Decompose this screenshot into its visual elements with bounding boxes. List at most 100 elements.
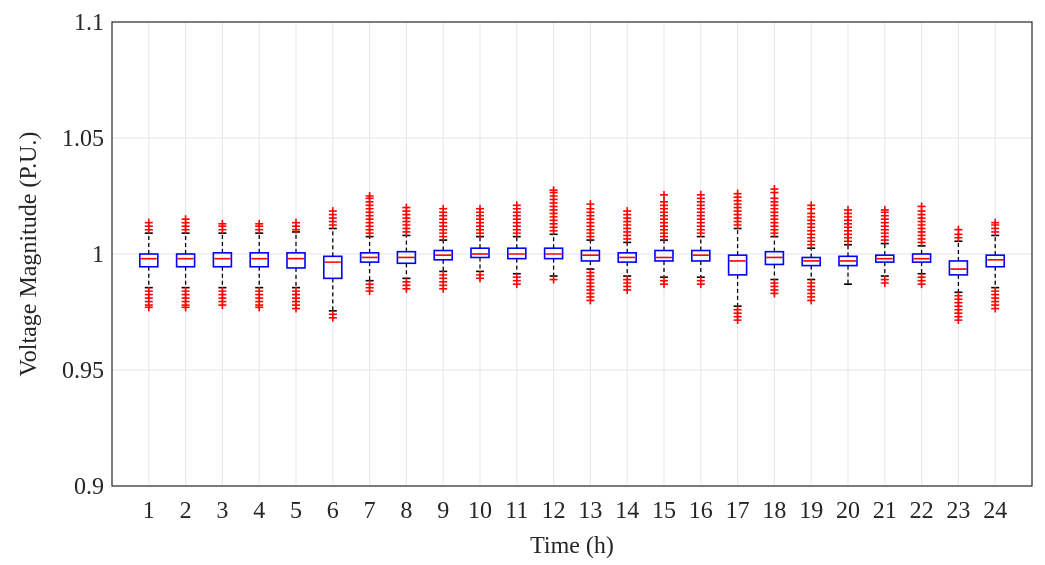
iqr-box (322, 255, 343, 280)
x-tick-label: 16 (689, 498, 713, 524)
x-tick-label: 3 (216, 498, 228, 524)
outlier-marker (328, 207, 337, 216)
iqr-box (911, 253, 932, 263)
outlier-marker (218, 301, 227, 310)
iqr-box (838, 255, 858, 267)
outlier-marker (954, 225, 963, 234)
outlier-marker (255, 303, 264, 312)
y-tick-label: 0.9 (74, 474, 104, 500)
outlier-marker (660, 197, 668, 206)
iqr-box (654, 249, 674, 262)
y-tick-labels: 0.9 0.95 1 1.05 1.1 (62, 10, 104, 500)
iqr-box (139, 253, 159, 268)
x-tick-label: 13 (578, 498, 602, 524)
x-tick-labels: 1 2 3 4 5 6 7 8 9 10 11 12 13 14 15 16 17 18 19 20 21 22 23 24 (143, 498, 1007, 524)
box-hour-8 (396, 203, 417, 293)
x-tick-label: 9 (437, 498, 449, 524)
iqr-box (764, 250, 785, 266)
outlier-marker (439, 284, 448, 293)
iqr-box (286, 252, 306, 269)
outlier-marker (880, 279, 889, 287)
outlier-marker (917, 280, 926, 289)
outlier-marker (365, 192, 374, 200)
box-hour-1 (139, 218, 159, 312)
x-axis-title: Time (h) (530, 533, 614, 559)
iqr-box (359, 252, 380, 263)
iqr-box (506, 247, 527, 260)
box-hour-16 (690, 190, 711, 289)
x-tick-label: 7 (364, 498, 376, 524)
outlier-marker (255, 219, 264, 228)
outlier-marker (586, 200, 595, 209)
iqr-box (727, 254, 748, 276)
plot-frame (111, 21, 1033, 487)
iqr-box (617, 252, 638, 263)
outlier-marker (623, 285, 632, 294)
box-hour-6 (322, 207, 343, 322)
box-hour-21 (874, 205, 895, 287)
iqr-box (948, 260, 969, 276)
box-hour-7 (359, 192, 380, 296)
iqr-box (470, 247, 490, 259)
box-hour-10 (470, 204, 490, 283)
x-tick-label: 5 (290, 498, 302, 524)
outlier-marker (660, 190, 668, 199)
x-tick-label: 23 (946, 498, 970, 524)
outlier-marker (144, 303, 153, 312)
outlier-marker (512, 280, 521, 289)
iqr-box (801, 256, 822, 267)
outlier-marker (770, 289, 779, 298)
box-hour-11 (506, 201, 527, 289)
x-tick-label: 1 (143, 498, 155, 524)
outlier-marker (218, 219, 227, 228)
outlier-marker (586, 296, 595, 305)
x-tick-label: 22 (910, 498, 934, 524)
iqr-box (543, 247, 564, 260)
outlier-marker (660, 280, 668, 289)
outlier-marker (991, 218, 1000, 227)
x-tick-label: 6 (327, 498, 339, 524)
outlier-marker (696, 280, 705, 289)
outlier-marker (917, 202, 926, 211)
outlier-marker (549, 275, 558, 284)
box-hour-13 (580, 200, 601, 305)
box-hour-15 (654, 190, 674, 289)
x-tick-label: 21 (873, 498, 897, 524)
box-hour-5 (286, 218, 306, 313)
outlier-marker (181, 215, 190, 224)
x-tick-label: 12 (542, 498, 566, 524)
box-hour-22 (911, 202, 932, 289)
box-hour-17 (727, 189, 748, 325)
box-hour-19 (801, 201, 822, 305)
iqr-box (874, 254, 895, 263)
box-hour-24 (985, 218, 1006, 313)
outlier-marker (402, 203, 411, 212)
outlier-marker (402, 284, 411, 293)
outlier-marker (181, 303, 190, 312)
outlier-marker (292, 304, 300, 313)
outlier-marker (807, 201, 816, 210)
box-hour-3 (212, 219, 233, 310)
x-tick-label: 11 (505, 498, 528, 524)
outlier-marker (328, 313, 337, 322)
outlier-marker (954, 316, 963, 325)
outlier-marker (144, 218, 153, 227)
outlier-marker (439, 204, 448, 213)
x-tick-label: 14 (615, 498, 639, 524)
iqr-box (433, 249, 454, 261)
outlier-marker (476, 204, 484, 213)
box-hour-2 (175, 215, 196, 312)
box-hour-4 (249, 219, 269, 312)
x-tick-label: 2 (180, 498, 192, 524)
y-axis-title: Voltage Magnitude (P.U.) (16, 132, 42, 377)
outlier-marker (476, 274, 484, 283)
y-tick-label: 1.05 (62, 126, 104, 152)
x-tick-label: 15 (652, 498, 676, 524)
outlier-marker (807, 296, 816, 305)
box-hour-18 (764, 185, 785, 298)
x-tick-label: 4 (253, 498, 265, 524)
outlier-marker (696, 190, 705, 199)
outlier-marker (292, 218, 300, 227)
box-hour-20 (838, 205, 858, 285)
outlier-marker (733, 316, 742, 325)
